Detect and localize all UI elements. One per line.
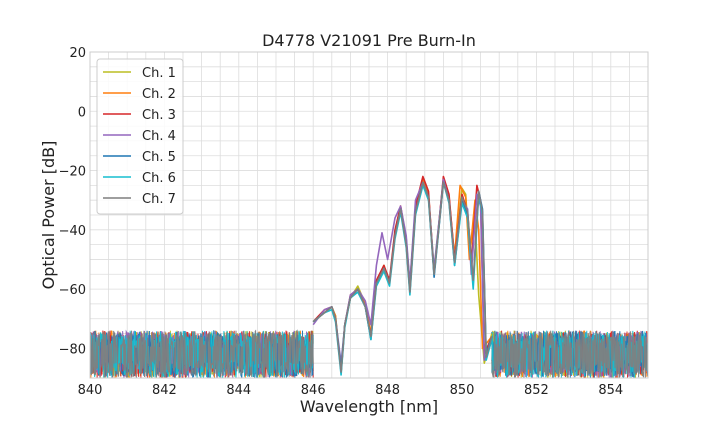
series-line — [312, 181, 493, 373]
noise-floor — [90, 329, 648, 378]
chart-title: D4778 V21091 Pre Burn-In — [262, 31, 476, 50]
x-axis-label: Wavelength [nm] — [300, 397, 438, 416]
legend-label: Ch. 1 — [142, 66, 176, 81]
y-tick-label: −40 — [59, 224, 86, 239]
x-tick-label: 840 — [78, 383, 103, 398]
y-axis-label: Optical Power [dB] — [39, 141, 58, 290]
y-tick-label: 20 — [69, 46, 86, 61]
x-tick-label: 848 — [375, 383, 400, 398]
noise-trace-left — [90, 329, 314, 378]
y-tick-label: 0 — [78, 105, 86, 120]
y-tick-label: −20 — [59, 165, 86, 180]
y-tick-label: −60 — [59, 283, 86, 298]
legend: Ch. 1 Ch. 2 Ch. 3 Ch. 4 Ch. 5 Ch. 6 Ch. 7 — [96, 58, 184, 215]
x-tick-label: 852 — [524, 383, 549, 398]
plot-frame — [89, 51, 649, 379]
legend-label: Ch. 4 — [142, 129, 176, 144]
legend-label: Ch. 6 — [142, 171, 176, 186]
legend-label: Ch. 2 — [142, 87, 176, 102]
x-tick-label: 854 — [598, 383, 623, 398]
x-tick-label: 844 — [226, 383, 251, 398]
x-tick-label: 846 — [301, 383, 326, 398]
y-tick-label: −80 — [59, 342, 86, 357]
noise-trace-left — [90, 330, 314, 378]
legend-label: Ch. 3 — [142, 108, 176, 123]
legend-box — [96, 58, 184, 215]
noise-trace-right — [491, 330, 648, 378]
series-lines — [312, 175, 493, 376]
legend-label: Ch. 7 — [142, 192, 176, 207]
tick-labels: 840 842 844 846 848 850 852 854 −80 −60 −40 −20 0 20 — [59, 46, 624, 398]
legend-label: Ch. 5 — [142, 150, 176, 165]
x-tick-label: 842 — [152, 383, 177, 398]
x-tick-label: 850 — [450, 383, 475, 398]
